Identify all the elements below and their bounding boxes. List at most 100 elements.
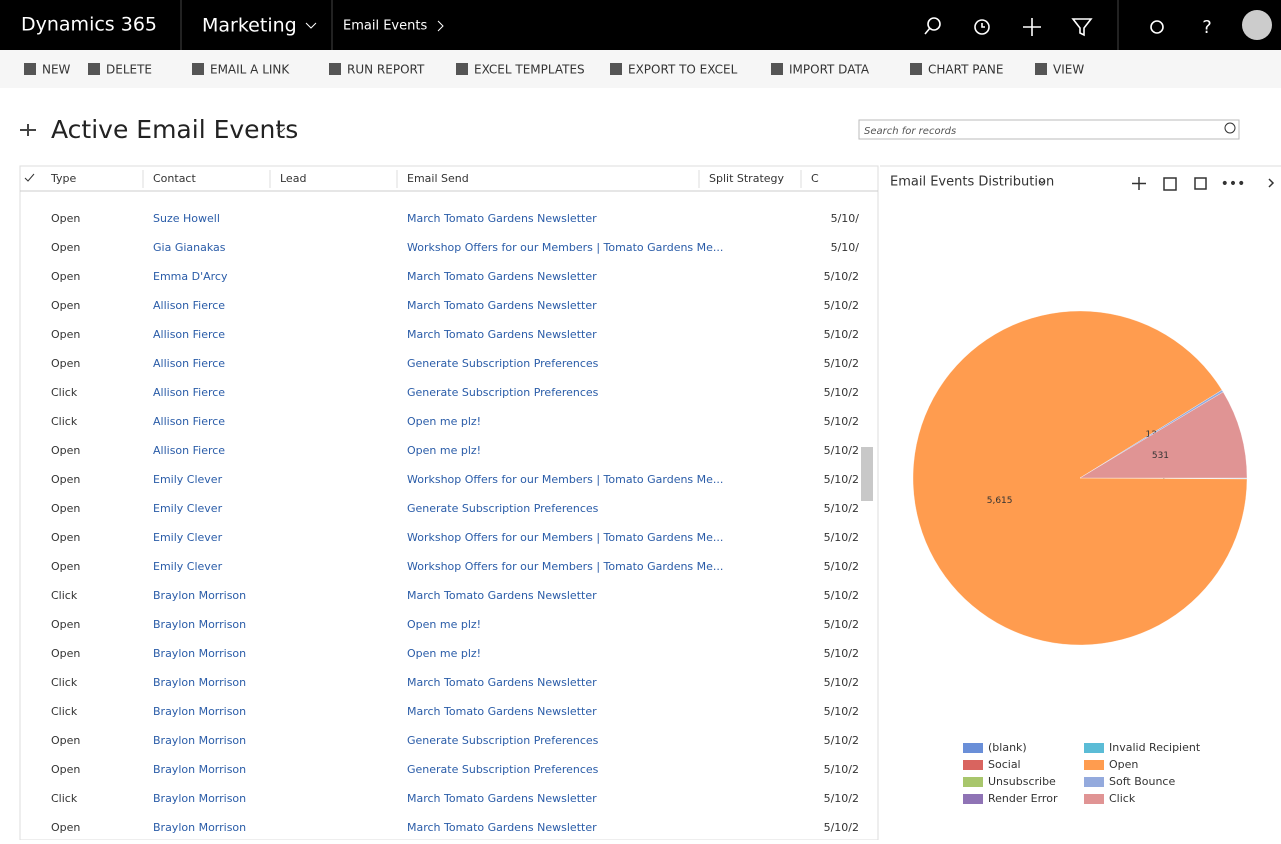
app-name[interactable]: Dynamics 365	[21, 14, 157, 36]
cell-email-send[interactable]: Generate Subscription Preferences	[407, 502, 599, 515]
cell-contact[interactable]: Allison Fierce	[153, 415, 225, 428]
cell-contact[interactable]: Braylon Morrison	[153, 705, 246, 718]
toolbar-icon[interactable]	[771, 63, 783, 75]
cell-contact[interactable]: Emily Clever	[153, 531, 223, 544]
column-header[interactable]: Type	[50, 172, 76, 185]
cell-contact[interactable]: Braylon Morrison	[153, 618, 246, 631]
cell-contact[interactable]: Allison Fierce	[153, 357, 225, 370]
legend-label[interactable]: Click	[1109, 792, 1136, 805]
cell-email-send[interactable]: March Tomato Gardens Newsletter	[407, 328, 597, 341]
toolbar-icon[interactable]	[456, 63, 468, 75]
toolbar-button[interactable]: RUN REPORT	[347, 63, 425, 77]
toolbar-icon[interactable]	[329, 63, 341, 75]
chart-icons[interactable]	[1132, 177, 1275, 191]
cell-type: Click	[51, 792, 78, 805]
legend-label[interactable]: Invalid Recipient	[1109, 741, 1201, 754]
cell-contact[interactable]: Allison Fierce	[153, 444, 225, 457]
toolbar-icon[interactable]	[192, 63, 204, 75]
column-header[interactable]: Email Send	[407, 172, 469, 185]
cell-contact[interactable]: Emily Clever	[153, 473, 223, 486]
cell-email-send[interactable]: Workshop Offers for our Members | Tomato…	[407, 560, 723, 573]
cell-email-send[interactable]: Generate Subscription Preferences	[407, 763, 599, 776]
cell-email-send[interactable]: March Tomato Gardens Newsletter	[407, 589, 597, 602]
column-header[interactable]: C	[811, 172, 819, 185]
legend-label[interactable]: (blank)	[988, 741, 1027, 754]
column-header[interactable]: Lead	[280, 172, 306, 185]
chart-title[interactable]: Email Events Distribution	[890, 175, 1054, 190]
cell-email-send[interactable]: March Tomato Gardens Newsletter	[407, 676, 597, 689]
cell-email-send[interactable]: Open me plz!	[407, 618, 481, 631]
cell-date: 5/10/2	[824, 647, 859, 660]
legend-label[interactable]: Open	[1109, 758, 1138, 771]
cell-email-send[interactable]: March Tomato Gardens Newsletter	[407, 299, 597, 312]
cell-type: Open	[51, 299, 80, 312]
cell-contact[interactable]: Braylon Morrison	[153, 792, 246, 805]
cell-email-send[interactable]: March Tomato Gardens Newsletter	[407, 705, 597, 718]
legend-label[interactable]: Render Error	[988, 792, 1058, 805]
column-header[interactable]: Split Strategy	[709, 172, 785, 185]
toolbar-icon[interactable]	[24, 63, 36, 75]
pin-icon[interactable]	[20, 124, 36, 136]
toolbar-icon[interactable]	[910, 63, 922, 75]
cell-contact[interactable]: Allison Fierce	[153, 386, 225, 399]
cell-contact[interactable]: Braylon Morrison	[153, 589, 246, 602]
cell-email-send[interactable]: March Tomato Gardens Newsletter	[407, 270, 597, 283]
cell-contact[interactable]: Braylon Morrison	[153, 676, 246, 689]
select-all[interactable]	[24, 173, 35, 182]
cell-contact[interactable]: Emily Clever	[153, 502, 223, 515]
cell-email-send[interactable]: Open me plz!	[407, 444, 481, 457]
cell-contact[interactable]: Braylon Morrison	[153, 734, 246, 747]
toolbar-button[interactable]: IMPORT DATA	[789, 63, 870, 77]
cell-contact[interactable]: Emily Clever	[153, 560, 223, 573]
cell-email-send[interactable]: Workshop Offers for our Members | Tomato…	[407, 473, 723, 486]
search-placeholder: Search for records	[864, 126, 956, 137]
cell-contact[interactable]: Suze Howell	[153, 212, 220, 225]
avatar[interactable]	[1242, 10, 1272, 40]
cell-email-send[interactable]: March Tomato Gardens Newsletter	[407, 821, 597, 834]
pie-slice[interactable]	[1079, 391, 1248, 479]
cell-email-send[interactable]: Generate Subscription Preferences	[407, 357, 599, 370]
cell-contact[interactable]: Braylon Morrison	[153, 647, 246, 660]
cell-email-send[interactable]: March Tomato Gardens Newsletter	[407, 792, 597, 805]
toolbar-button[interactable]: VIEW	[1053, 63, 1084, 77]
cell-contact[interactable]: Braylon Morrison	[153, 763, 246, 776]
column-header[interactable]: Contact	[153, 172, 196, 185]
legend-label[interactable]: Unsubscribe	[988, 775, 1056, 788]
toolbar-button[interactable]: EXPORT TO EXCEL	[628, 63, 738, 77]
cell-email-send[interactable]: Workshop Offers for our Members | Tomato…	[407, 531, 723, 544]
chevron	[1038, 179, 1046, 184]
chevron	[305, 22, 317, 29]
legend-label[interactable]: Soft Bounce	[1109, 775, 1175, 788]
cell-contact[interactable]: Allison Fierce	[153, 328, 225, 341]
view-title[interactable]: Active Email Events	[51, 115, 298, 144]
area-name[interactable]: Marketing	[202, 15, 297, 37]
legend-swatch	[1084, 743, 1104, 753]
cell-email-send[interactable]: Generate Subscription Preferences	[407, 386, 599, 399]
search-icon[interactable]	[1224, 122, 1236, 134]
more[interactable]: •••	[1221, 176, 1246, 192]
search-box[interactable]	[858, 119, 1240, 140]
toolbar-button[interactable]: CHART PANE	[928, 63, 1003, 77]
pie-slice[interactable]	[912, 310, 1248, 646]
cell-email-send[interactable]: Workshop Offers for our Members | Tomato…	[407, 241, 723, 254]
cell-email-send[interactable]: Open me plz!	[407, 415, 481, 428]
cell-email-send[interactable]: Generate Subscription Preferences	[407, 734, 599, 747]
toolbar-icon[interactable]	[88, 63, 100, 75]
cell-contact[interactable]: Allison Fierce	[153, 299, 225, 312]
toolbar-button[interactable]: NEW	[42, 63, 71, 77]
cell-contact[interactable]: Gia Gianakas	[153, 241, 226, 254]
cell-contact[interactable]: Emma D'Arcy	[153, 270, 228, 283]
toolbar-button[interactable]: EMAIL A LINK	[210, 63, 290, 77]
toolbar-icon[interactable]	[610, 63, 622, 75]
legend-label[interactable]: Social	[988, 758, 1021, 771]
toolbar-button[interactable]: EXCEL TEMPLATES	[474, 63, 585, 77]
scrollbar[interactable]	[861, 447, 873, 501]
cell-email-send[interactable]: March Tomato Gardens Newsletter	[407, 212, 597, 225]
top-icons[interactable]: ?	[924, 17, 1212, 38]
cell-email-send[interactable]: Open me plz!	[407, 647, 481, 660]
cell-contact[interactable]: Braylon Morrison	[153, 821, 246, 834]
toolbar-button[interactable]: DELETE	[106, 63, 152, 77]
toolbar-icon[interactable]	[1035, 63, 1047, 75]
breadcrumb[interactable]: Email Events	[343, 19, 427, 34]
legend-swatch	[1084, 794, 1104, 804]
